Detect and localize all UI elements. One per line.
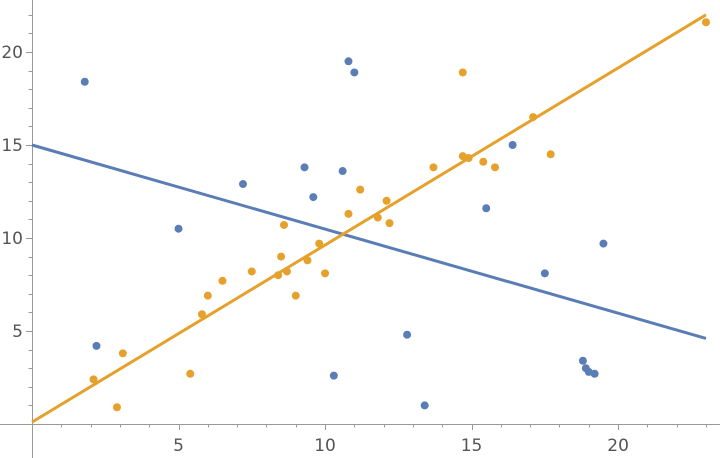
- axis-ticks: [26, 15, 707, 430]
- orange-data-point: [464, 154, 473, 163]
- orange-data-point: [546, 150, 555, 159]
- blue-data-point: [174, 224, 183, 233]
- orange-data-point: [303, 256, 312, 265]
- orange-data-point: [282, 267, 291, 276]
- x-tick-label: 5: [173, 436, 184, 456]
- x-tick-label: 20: [607, 436, 629, 456]
- blue-data-point: [540, 269, 549, 278]
- orange-data-point: [385, 219, 394, 228]
- blue-data-point: [482, 204, 491, 213]
- orange-data-point: [529, 113, 538, 122]
- blue-data-point: [238, 180, 247, 189]
- x-tick-label: 15: [461, 436, 483, 456]
- orange-data-point: [89, 375, 98, 384]
- orange-data-point: [702, 18, 710, 27]
- orange-data-point: [356, 185, 365, 194]
- blue-data-point: [329, 371, 338, 380]
- y-tick-label: 5: [12, 322, 23, 342]
- blue-data-point: [403, 330, 412, 339]
- y-tick-label: 15: [1, 136, 23, 156]
- x-tick-label: 10: [314, 436, 336, 456]
- orange-data-point: [315, 239, 324, 248]
- blue-data-point: [300, 163, 309, 172]
- orange-data-point: [197, 310, 206, 319]
- orange-data-point: [186, 369, 195, 378]
- orange-data-point: [280, 220, 289, 229]
- data-points: [80, 18, 710, 412]
- orange-data-point: [247, 267, 256, 276]
- orange-data-point: [344, 209, 353, 218]
- orange-data-point: [491, 163, 500, 172]
- blue-data-point: [350, 68, 359, 77]
- blue-data-point: [338, 167, 347, 176]
- blue-data-point: [344, 57, 353, 66]
- fit-lines: [31, 13, 707, 424]
- orange-data-point: [274, 271, 283, 280]
- blue-data-point: [80, 77, 89, 86]
- orange-data-point: [277, 252, 286, 261]
- y-tick-label: 10: [1, 229, 23, 249]
- orange-data-point: [429, 163, 438, 172]
- orange-data-point: [203, 291, 212, 300]
- blue-data-point: [309, 193, 318, 202]
- blue-data-point: [508, 141, 517, 149]
- orange-data-point: [373, 213, 382, 222]
- orange-data-point: [118, 349, 127, 358]
- tick-labels: 5 10 15 20 5 10 15 20: [1, 43, 629, 456]
- y-tick-label: 20: [1, 43, 23, 63]
- orange-data-point: [321, 269, 330, 278]
- orange-fit-line: [31, 13, 707, 424]
- blue-data-point: [92, 341, 101, 350]
- orange-data-point: [382, 196, 391, 205]
- orange-data-point: [458, 68, 467, 77]
- blue-data-point: [590, 369, 599, 378]
- orange-data-point: [479, 157, 488, 166]
- blue-data-point: [420, 401, 429, 410]
- orange-data-point: [291, 291, 300, 300]
- orange-data-point: [112, 403, 121, 412]
- blue-fit-line: [31, 143, 707, 340]
- blue-data-point: [599, 239, 608, 248]
- orange-data-point: [218, 276, 227, 285]
- blue-data-point: [578, 356, 587, 365]
